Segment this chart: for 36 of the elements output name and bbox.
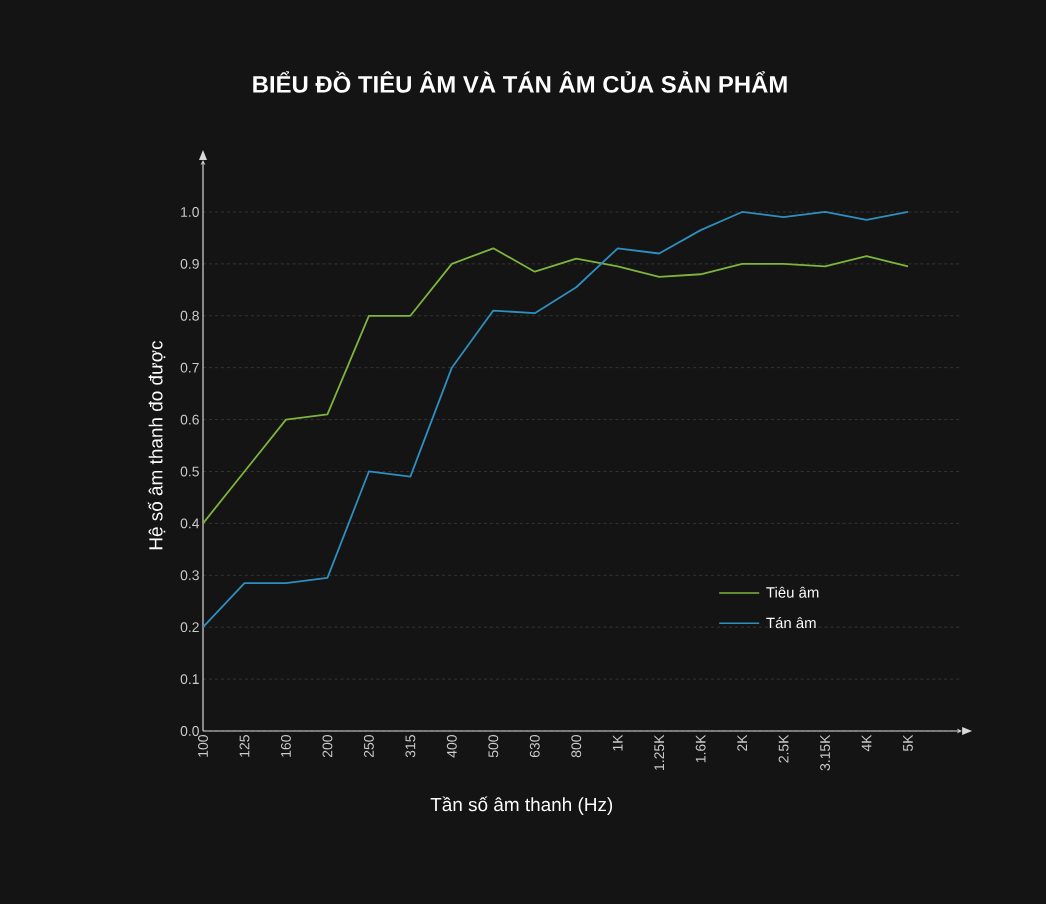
x-axis-title: Tần số âm thanh (Hz)	[430, 796, 613, 815]
x-tick-label: 200	[322, 735, 333, 758]
y-tick-label: 0.9	[180, 258, 199, 269]
x-tick-label: 800	[571, 735, 582, 758]
y-tick-label: 0.6	[180, 414, 199, 425]
x-tick-label: 1.6K	[695, 734, 706, 763]
x-tick-label: 100	[198, 735, 208, 757]
x-tick-label: 3.15K	[820, 734, 830, 771]
x-tick-label: 2K	[737, 734, 747, 751]
x-tick-label: 4K	[861, 734, 872, 752]
chart-title: BIỂU ĐỒ TIÊU ÂM VÀ TÁN ÂM CỦA SẢN PHẨM	[253, 71, 787, 93]
y-tick-label: 0.2	[180, 622, 199, 633]
x-tick-label: 1K	[612, 734, 623, 751]
x-tick-label: 315	[405, 735, 416, 758]
y-tick-label: 0.3	[180, 570, 199, 581]
x-tick-label: 5K	[903, 734, 913, 751]
x-tick-label: 250	[363, 735, 374, 758]
y-tick-label: 0.1	[180, 674, 199, 685]
y-axis-title: Hệ số âm thanh đo được	[147, 340, 166, 550]
x-tick-label: 125	[239, 735, 250, 757]
line-series	[202, 247, 909, 525]
y-tick-label: 0.0	[180, 726, 199, 736]
x-tick-label: 630	[529, 735, 540, 758]
y-tick-label: 0.5	[180, 466, 199, 477]
y-tick-label: 0.8	[180, 310, 199, 321]
y-tick-label: 1.0	[181, 207, 199, 217]
x-tick-label: 160	[281, 735, 291, 757]
y-tick-label: 0.4	[180, 518, 200, 529]
legend-label: Tiêu âm	[766, 586, 819, 598]
line-series	[202, 211, 909, 629]
x-tick-label: 1.25K	[654, 734, 665, 770]
x-tick-label: 400	[446, 735, 457, 758]
legend-label: Tán âm	[766, 617, 816, 629]
x-tick-label: 500	[488, 735, 499, 758]
y-tick-label: 0.7	[180, 362, 199, 373]
x-tick-label: 2.5K	[778, 734, 789, 763]
